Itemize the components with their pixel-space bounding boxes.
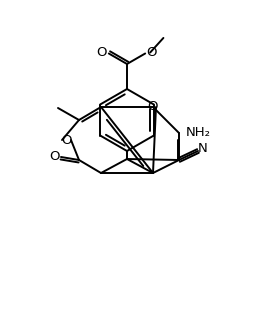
Text: O: O [97, 46, 107, 59]
Text: O: O [148, 100, 158, 113]
Text: NH₂: NH₂ [185, 127, 211, 139]
Text: O: O [49, 149, 59, 163]
Text: N: N [198, 143, 208, 155]
Text: O: O [61, 133, 71, 147]
Text: O: O [146, 46, 156, 59]
